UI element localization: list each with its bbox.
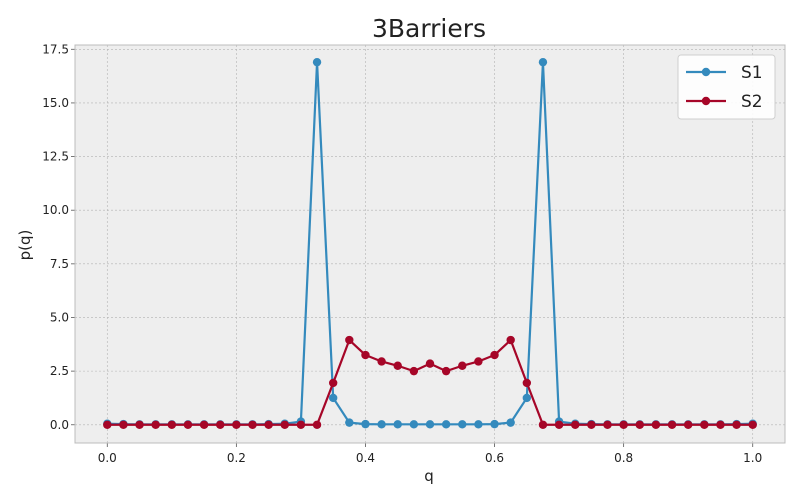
- data-point: [393, 420, 402, 429]
- data-point: [135, 420, 144, 429]
- data-point: [522, 378, 532, 388]
- x-tick-label: 0.8: [614, 451, 633, 465]
- data-point: [651, 420, 661, 429]
- data-point: [441, 366, 451, 376]
- data-point: [506, 335, 515, 345]
- y-axis-ticks: 0.0 2.5 5.0 7.5 10.0 12.5 15.0 17.5: [42, 42, 75, 432]
- series-layer: [103, 57, 757, 429]
- data-point: [409, 366, 419, 376]
- y-tick-label: 0.0: [50, 418, 69, 432]
- legend-label: S1: [741, 63, 763, 83]
- data-point: [490, 419, 499, 429]
- data-point: [635, 420, 644, 429]
- data-point: [345, 335, 354, 345]
- data-point: [748, 420, 757, 429]
- data-point: [328, 378, 338, 388]
- data-point: [716, 420, 725, 429]
- legend-item: S1: [686, 63, 763, 83]
- data-point: [474, 357, 483, 366]
- data-point: [361, 350, 370, 360]
- data-point: [538, 57, 548, 67]
- data-point: [216, 420, 225, 429]
- data-point: [312, 420, 322, 429]
- data-point: [474, 420, 483, 429]
- data-point: [619, 420, 628, 429]
- plot-area: [75, 45, 785, 443]
- data-point: [425, 359, 435, 368]
- plot-frame: [74, 44, 786, 444]
- data-point: [103, 420, 112, 429]
- data-point: [280, 420, 289, 429]
- y-tick-label: 10.0: [42, 203, 69, 217]
- legend-swatch-marker: [701, 67, 711, 77]
- x-tick-label: 1.0: [743, 451, 762, 465]
- data-point: [587, 420, 596, 429]
- data-point: [345, 418, 354, 427]
- legend-item: S2: [686, 92, 763, 112]
- x-tick-label: 0.6: [485, 451, 504, 465]
- x-tick-label: 0.2: [227, 451, 246, 465]
- data-point: [361, 419, 370, 429]
- data-point: [667, 420, 677, 429]
- data-point: [441, 420, 451, 429]
- y-tick-label: 17.5: [42, 42, 69, 56]
- x-tick-label: 0.0: [98, 451, 117, 465]
- data-point: [312, 57, 322, 67]
- legend-label: S2: [741, 92, 763, 112]
- data-point: [458, 420, 467, 429]
- data-point: [538, 420, 548, 429]
- data-point: [377, 357, 386, 366]
- data-point: [700, 420, 709, 429]
- data-point: [603, 420, 612, 429]
- y-axis-label: p(q): [16, 230, 34, 261]
- data-point: [296, 420, 306, 429]
- data-point: [151, 420, 160, 429]
- data-point: [199, 420, 209, 429]
- data-point: [732, 420, 741, 429]
- x-tick-label: 0.4: [356, 451, 375, 465]
- data-point: [377, 420, 386, 429]
- data-point: [232, 420, 241, 429]
- data-point: [571, 420, 580, 429]
- x-axis-ticks: 0.0 0.2 0.4 0.6 0.8 1.0: [98, 443, 762, 465]
- y-tick-label: 12.5: [42, 150, 69, 164]
- data-point: [425, 420, 435, 429]
- chart-title: 3Barriers: [372, 14, 486, 43]
- legend-swatch-marker: [701, 96, 711, 106]
- y-tick-label: 5.0: [50, 310, 69, 324]
- data-point: [490, 350, 499, 360]
- data-point: [183, 420, 193, 429]
- data-point: [409, 420, 419, 429]
- data-point: [458, 361, 467, 370]
- x-axis-label: q: [424, 467, 434, 485]
- data-point: [683, 420, 693, 429]
- series-s2: [103, 335, 757, 429]
- data-point: [522, 393, 532, 403]
- y-tick-label: 2.5: [50, 364, 69, 378]
- data-point: [393, 361, 402, 370]
- data-point: [119, 420, 128, 429]
- data-point: [506, 418, 515, 427]
- data-point: [328, 393, 338, 403]
- y-tick-label: 7.5: [50, 257, 69, 271]
- data-point: [167, 420, 177, 429]
- data-point: [554, 420, 564, 429]
- data-point: [248, 420, 257, 429]
- y-tick-label: 15.0: [42, 96, 69, 110]
- data-point: [264, 420, 273, 429]
